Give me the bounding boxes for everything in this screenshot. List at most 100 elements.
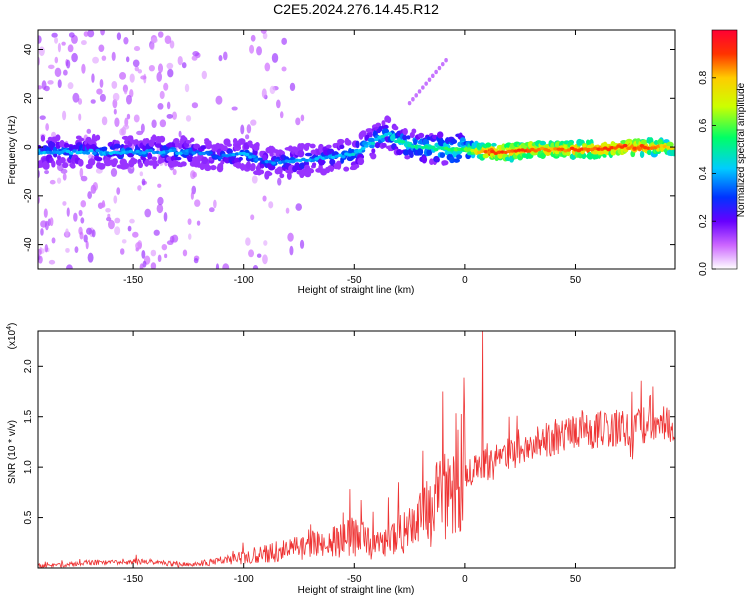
heatmap-cell (177, 142, 183, 150)
colorbar-tick-label: 0.0 (698, 262, 709, 276)
heatmap-cell (374, 141, 381, 149)
heatmap-cell (39, 115, 46, 120)
heatmap-cell (218, 55, 223, 62)
heatmap-cell (439, 152, 446, 158)
heatmap-cell (411, 97, 415, 102)
heatmap-cell (169, 40, 175, 49)
heatmap-cell (164, 253, 168, 259)
heatmap-cell (590, 143, 595, 149)
heatmap-cell (271, 161, 276, 165)
heatmap-cell (260, 30, 267, 34)
heatmap-cell (368, 144, 375, 149)
heatmap-cell (177, 55, 183, 66)
heatmap-cell (163, 82, 169, 91)
bottom-y-ticks: 0.5 1.0 1.5 2.0 (23, 359, 675, 525)
heatmap-cell (168, 148, 174, 153)
heatmap-cell (446, 147, 452, 152)
heatmap-cell (161, 243, 168, 251)
heatmap-cell (90, 99, 96, 104)
heatmap-cell (370, 152, 377, 160)
heatmap-cell (167, 68, 174, 78)
heatmap-cell (138, 162, 144, 169)
heatmap-cell (44, 244, 49, 253)
heatmap-cell (256, 253, 262, 258)
heatmap-cell (80, 200, 87, 208)
heatmap-cell (191, 102, 199, 109)
bottom-panel: -150 -100 -50 0 50 0.5 1.0 1.5 2.0 Height of st… (6, 323, 676, 596)
heatmap-cell (263, 240, 268, 246)
heatmap-cell (261, 154, 268, 161)
heatmap-cell (107, 213, 111, 219)
heatmap-cell (98, 162, 106, 170)
heatmap-cell (80, 217, 85, 224)
top-plot-frame (37, 29, 676, 270)
heatmap-cell (210, 164, 217, 171)
heatmap-cell (602, 146, 608, 150)
heatmap-cell (444, 58, 448, 63)
heatmap-cell (126, 113, 131, 120)
heatmap-cell (231, 106, 238, 111)
heatmap-cell (368, 132, 373, 138)
heatmap-cell (255, 165, 261, 172)
heatmap-cell (433, 147, 439, 152)
heatmap-cell (238, 156, 243, 161)
heatmap-cell (354, 163, 360, 169)
heatmap-cell (38, 85, 43, 90)
heatmap-cell (150, 37, 158, 44)
heatmap-data-layer (38, 30, 675, 269)
heatmap-cell (114, 117, 120, 128)
heatmap-cell (111, 51, 116, 62)
heatmap-cell (140, 123, 145, 133)
heatmap-cell (215, 95, 223, 105)
heatmap-cell (173, 138, 180, 144)
heatmap-cell (245, 237, 251, 246)
heatmap-cell (113, 108, 117, 115)
heatmap-cell (193, 143, 201, 150)
heatmap-cell (47, 140, 56, 149)
heatmap-cell (407, 100, 412, 106)
heatmap-cell (141, 151, 147, 155)
heatmap-cell (86, 227, 93, 235)
heatmap-cell (192, 51, 200, 57)
heatmap-cell (148, 148, 154, 153)
heatmap-cell (240, 124, 245, 135)
heatmap-cell (132, 231, 139, 238)
heatmap-cell (122, 124, 130, 130)
heatmap-cell (104, 161, 112, 167)
heatmap-cell (254, 142, 260, 148)
heatmap-cell (602, 153, 607, 158)
heatmap-cell (367, 137, 376, 143)
heatmap-cell (152, 161, 157, 170)
heatmap-cell (74, 246, 79, 253)
heatmap-cell (113, 195, 118, 204)
heatmap-cell (417, 147, 424, 156)
heatmap-cell (311, 162, 317, 167)
top-y-ticks: 40 20 0 -20 -40 (23, 44, 675, 252)
heatmap-cell (44, 220, 49, 231)
top-x-tick-label: -50 (347, 275, 362, 286)
heatmap-cell (99, 93, 106, 102)
heatmap-cell (265, 171, 273, 176)
heatmap-cell (61, 41, 66, 46)
heatmap-cell (436, 131, 444, 139)
heatmap-cell (646, 146, 651, 150)
heatmap-cell (157, 254, 162, 263)
heatmap-cell (396, 149, 403, 156)
heatmap-cell (159, 90, 165, 100)
heatmap-cell (279, 173, 285, 179)
heatmap-cell (66, 264, 73, 269)
heatmap-cell (374, 137, 379, 142)
heatmap-cell (440, 61, 445, 67)
heatmap-cell (112, 98, 118, 109)
heatmap-cell (226, 143, 232, 147)
heatmap-cell (135, 149, 140, 154)
heatmap-cell (137, 69, 143, 74)
heatmap-cell (189, 137, 195, 142)
heatmap-cell (295, 117, 301, 126)
heatmap-cell (142, 260, 147, 268)
heatmap-cell (95, 148, 101, 153)
top-x-tick-label: -100 (234, 275, 254, 286)
heatmap-cell (289, 245, 294, 256)
bottom-scale-note-close: ) (7, 323, 18, 326)
